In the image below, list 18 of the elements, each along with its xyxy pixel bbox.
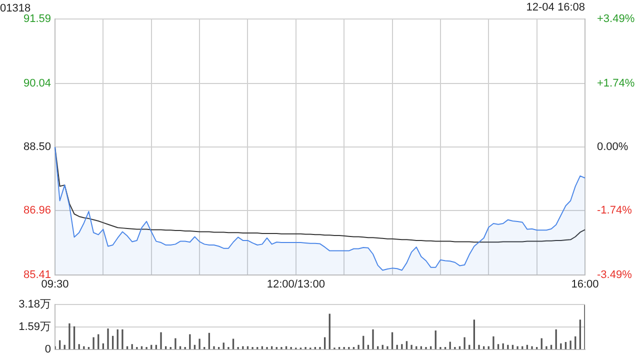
y-tick-label: 91.59 (23, 13, 51, 26)
y-tick-label: 0 (44, 343, 51, 356)
y2-tick-label: -1.74% (597, 204, 632, 217)
x-tick-label: 12:00/13:00 (266, 278, 325, 290)
y-tick-label: 88.50 (23, 141, 51, 154)
x-tick-label: 09:30 (41, 278, 69, 290)
y-tick-label: 85.41 (23, 268, 51, 281)
y-tick-label: 3.18万 (18, 298, 51, 311)
x-tick-label: 16:00 (571, 278, 599, 290)
y-tick-label: 86.96 (23, 204, 51, 217)
y2-tick-label: +1.74% (597, 77, 635, 90)
y-tick-label: 1.59万 (18, 321, 51, 334)
y-tick-label: 90.04 (23, 77, 51, 90)
y2-tick-label: 0.00% (597, 141, 628, 154)
y2-tick-label: -3.49% (597, 268, 632, 281)
text: 12-04 16:08 (526, 2, 585, 14)
chart-title: 01318 (0, 2, 31, 15)
y2-tick-label: +3.49% (597, 13, 635, 26)
